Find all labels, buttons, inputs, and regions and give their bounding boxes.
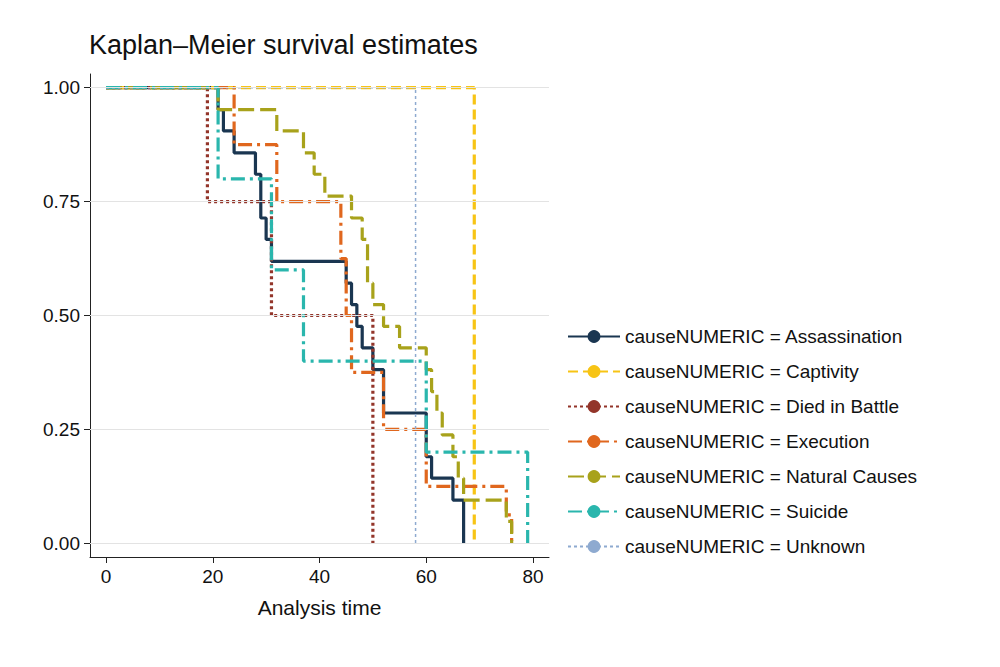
svg-text:causeNUMERIC = Unknown: causeNUMERIC = Unknown: [625, 536, 865, 557]
svg-text:80: 80: [522, 566, 543, 587]
svg-text:causeNUMERIC = Died in Battle: causeNUMERIC = Died in Battle: [625, 396, 899, 417]
svg-text:0.00: 0.00: [43, 533, 80, 554]
svg-text:0.25: 0.25: [43, 419, 80, 440]
svg-text:0: 0: [101, 566, 112, 587]
svg-text:0.50: 0.50: [43, 305, 80, 326]
svg-text:60: 60: [416, 566, 437, 587]
svg-text:causeNUMERIC = Execution: causeNUMERIC = Execution: [625, 431, 869, 452]
svg-text:20: 20: [202, 566, 223, 587]
svg-text:40: 40: [309, 566, 330, 587]
svg-text:Kaplan–Meier survival estimate: Kaplan–Meier survival estimates: [89, 30, 478, 60]
svg-text:causeNUMERIC = Captivity: causeNUMERIC = Captivity: [625, 361, 859, 382]
svg-text:0.75: 0.75: [43, 191, 80, 212]
svg-text:causeNUMERIC = Suicide: causeNUMERIC = Suicide: [625, 501, 848, 522]
svg-text:Analysis time: Analysis time: [258, 596, 382, 619]
svg-text:1.00: 1.00: [43, 77, 80, 98]
svg-text:causeNUMERIC = Natural Causes: causeNUMERIC = Natural Causes: [625, 466, 917, 487]
svg-text:causeNUMERIC = Assassination: causeNUMERIC = Assassination: [625, 326, 902, 347]
